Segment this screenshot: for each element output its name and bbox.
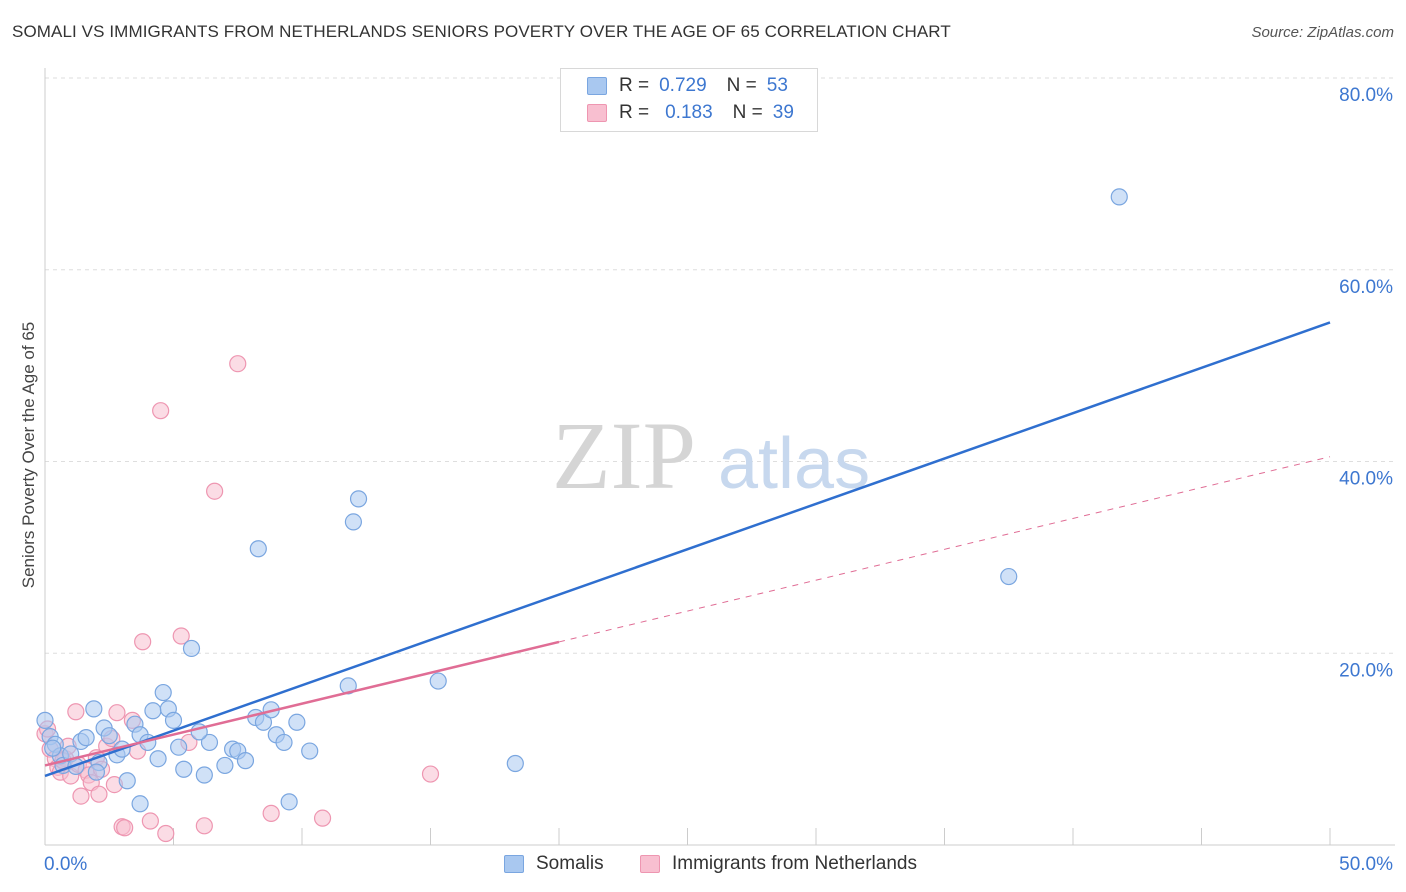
somali-point	[429, 672, 447, 690]
x-tick-label-min: 0.0%	[44, 854, 87, 875]
somali-point	[506, 754, 524, 773]
netherlands-point	[157, 824, 175, 843]
netherlands-point	[172, 627, 190, 645]
somali-point	[175, 760, 193, 778]
legend-label-netherlands: Immigrants from Netherlands	[672, 853, 917, 874]
points-layer	[36, 188, 1128, 843]
somali-point	[164, 711, 183, 729]
somali-point	[100, 727, 118, 745]
legend-item-netherlands[interactable]: Immigrants from Netherlands	[640, 850, 917, 878]
netherlands-point	[262, 804, 280, 822]
netherlands-point	[206, 482, 224, 500]
y-tick-label: 80.0%	[1339, 85, 1393, 106]
grid-layer	[45, 77, 1395, 654]
somali-point	[349, 490, 368, 508]
netherlands-point	[195, 817, 213, 835]
netherlands-point	[67, 703, 85, 721]
watermark-zip: ZIP	[552, 402, 696, 509]
source-label: Source: ZipAtlas.com	[1251, 24, 1394, 41]
n-value: 53	[766, 75, 788, 96]
netherlands-point	[313, 809, 332, 827]
netherlands-point	[116, 819, 134, 837]
legend-item-somalis[interactable]: Somalis	[504, 850, 604, 878]
series-legend: Somalis Immigrants from Netherlands	[0, 850, 1406, 878]
somali-point	[249, 540, 267, 558]
somali-point	[344, 513, 362, 531]
somalis-legend-swatch	[504, 855, 524, 873]
somali-point	[87, 763, 106, 781]
netherlands-point	[141, 812, 159, 830]
r-label: R =	[619, 75, 650, 96]
somali-point	[77, 729, 95, 747]
watermark-atlas: atlas	[718, 424, 870, 504]
somali-point	[254, 713, 273, 731]
somalis-swatch	[587, 77, 607, 95]
somali-point	[288, 713, 306, 731]
netherlands-point	[90, 785, 108, 803]
netherlands-trendline-dashed	[558, 456, 1331, 643]
somali-point	[301, 742, 319, 760]
stats-legend-row-somalis: R = 0.729 N = 53	[587, 74, 788, 98]
somali-point	[154, 683, 172, 702]
y-tick-label: 40.0%	[1339, 469, 1393, 490]
netherlands-point	[72, 787, 90, 805]
somali-point	[85, 700, 103, 718]
somali-point	[216, 756, 234, 775]
x-tick-label-max: 50.0%	[1339, 854, 1393, 875]
n-value: 39	[772, 102, 794, 123]
labels-layer: 20.0% 40.0% 60.0% 80.0% 0.0% 50.0%	[44, 85, 1393, 875]
netherlands-point	[421, 765, 440, 783]
netherlands-swatch	[587, 104, 607, 122]
somali-point	[36, 711, 54, 729]
stats-legend: R = 0.729 N = 53 R = 0.183 N = 39	[560, 68, 818, 132]
somali-point	[236, 752, 255, 770]
netherlands-trendline-solid	[44, 640, 560, 767]
somali-trendline	[44, 321, 1331, 778]
netherlands-legend-swatch	[640, 855, 660, 873]
somali-point	[44, 739, 62, 757]
somali-point	[170, 738, 188, 756]
somali-point	[200, 733, 219, 752]
stats-legend-row-netherlands: R = 0.183 N = 39	[587, 101, 794, 125]
somali-point	[280, 793, 298, 811]
somali-point	[118, 772, 136, 790]
somali-point	[182, 639, 201, 658]
somali-point	[131, 795, 149, 813]
netherlands-point	[229, 355, 247, 373]
watermark: ZIP atlas	[552, 402, 870, 509]
somali-point	[149, 750, 167, 768]
y-axis-title: Seniors Poverty Over the Age of 65	[19, 322, 38, 588]
somali-point	[1110, 188, 1128, 206]
somali-point	[1000, 567, 1018, 586]
netherlands-point	[152, 402, 170, 420]
n-label: N =	[732, 102, 763, 123]
netherlands-point	[134, 633, 152, 651]
r-value: 0.729	[659, 75, 707, 96]
legend-label-somalis: Somalis	[536, 853, 604, 874]
chart-title: SOMALI VS IMMIGRANTS FROM NETHERLANDS SE…	[12, 22, 951, 41]
r-value: 0.183	[665, 102, 713, 123]
somali-point	[195, 766, 213, 784]
y-tick-label: 60.0%	[1339, 277, 1393, 298]
n-label: N =	[726, 75, 757, 96]
somali-point	[275, 733, 293, 752]
somali-point	[144, 702, 162, 720]
trend-layer	[44, 321, 1331, 778]
netherlands-point	[108, 704, 126, 722]
r-label: R =	[619, 102, 650, 123]
y-tick-label: 20.0%	[1339, 660, 1393, 681]
